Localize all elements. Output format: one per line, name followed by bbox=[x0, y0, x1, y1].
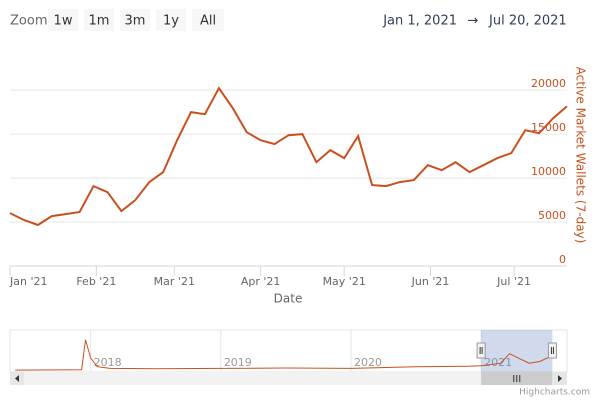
zoom-button-label[interactable]: 1m bbox=[89, 14, 110, 29]
range-arrow: → bbox=[468, 14, 479, 29]
y-tick-label: 15000 bbox=[531, 121, 566, 134]
navigator-handle[interactable] bbox=[547, 342, 557, 359]
x-tick-label: Mar '21 bbox=[154, 275, 195, 288]
zoom-label: Zoom bbox=[10, 14, 47, 29]
x-tick-label: Feb '21 bbox=[76, 275, 116, 288]
y-tick-label: 20000 bbox=[531, 77, 566, 90]
zoom-button-label[interactable]: 1y bbox=[163, 14, 179, 29]
zoom-button[interactable] bbox=[156, 9, 186, 31]
data-line bbox=[9, 86, 568, 227]
x-tick-label: Apr '21 bbox=[241, 275, 281, 288]
x-axis-title: Date bbox=[274, 292, 303, 306]
y-tick-label: 0 bbox=[559, 253, 566, 266]
navigator-tick-label: 2021 bbox=[484, 356, 512, 369]
navigator-tick-label: 2018 bbox=[94, 356, 122, 369]
zoom-button[interactable] bbox=[192, 9, 224, 31]
x-tick-label: Jul '21 bbox=[496, 275, 531, 288]
y-tick-label: 10000 bbox=[531, 165, 566, 178]
y-axis-title: Active Market Wallets (7-day) bbox=[574, 67, 588, 244]
zoom-button[interactable] bbox=[120, 9, 150, 31]
range-to[interactable]: Jul 20, 2021 bbox=[488, 14, 567, 29]
x-tick-label: May '21 bbox=[323, 275, 366, 288]
zoom-button-label[interactable]: All bbox=[200, 14, 216, 29]
range-from[interactable]: Jan 1, 2021 bbox=[382, 14, 457, 29]
navigator-handle[interactable] bbox=[476, 342, 486, 359]
scrollbar-track[interactable] bbox=[10, 372, 567, 385]
x-tick-label: Jan '21 bbox=[9, 275, 47, 288]
zoom-button[interactable] bbox=[84, 9, 114, 31]
credits[interactable]: Highcharts.com bbox=[519, 388, 590, 398]
navigator-tick-label: 2020 bbox=[354, 356, 382, 369]
navigator-line bbox=[15, 339, 553, 371]
navigator-mask[interactable] bbox=[481, 330, 553, 372]
navigator-tick-label: 2019 bbox=[224, 356, 252, 369]
zoom-button-label[interactable]: 3m bbox=[125, 14, 146, 29]
y-tick-label: 5000 bbox=[538, 209, 566, 222]
zoom-button[interactable] bbox=[48, 9, 78, 31]
zoom-button-label[interactable]: 1w bbox=[54, 14, 73, 29]
x-tick-label: Jun '21 bbox=[411, 275, 450, 288]
scroll-right-arrow bbox=[558, 375, 562, 382]
scroll-left-arrow bbox=[15, 375, 19, 382]
